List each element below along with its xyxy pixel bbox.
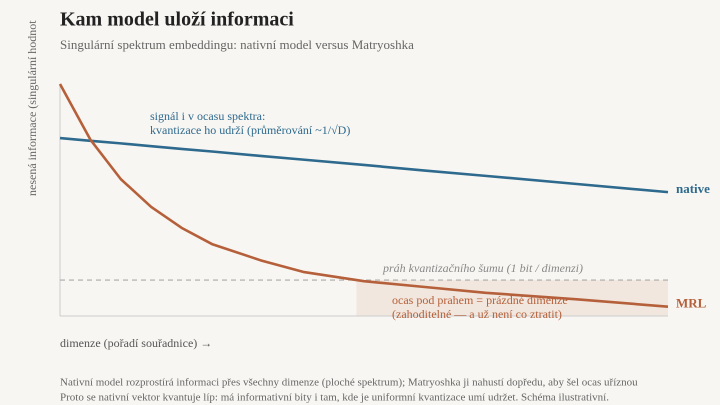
annotation: ocas pod prahem = prázdné dimenze [392,293,568,307]
annotation: kvantizace ho udrží (průměrování ~1/√D) [150,123,350,137]
chart-subtitle: Singulární spektrum embeddingu: nativní … [60,37,414,52]
series-line [58,83,669,309]
series-line [59,136,669,194]
x-axis-label: dimenze (pořadí souřadnice) → [60,336,212,350]
legend-label: MRL [676,296,707,311]
caption: Nativní model rozprostírá informaci přes… [60,377,638,389]
annotation: (zahoditelné — a už není co ztratit) [392,307,562,321]
caption: Proto se nativní vektor kvantuje líp: má… [60,392,609,404]
annotation: signál i v ocasu spektra: [150,109,265,123]
legend-label: native [676,181,710,196]
threshold-label: práh kvantizačního šumu (1 bit / dimenzi… [382,261,583,275]
chart-title: Kam model uloží informaci [60,9,294,31]
y-axis-label: nesená informace (singulární hodnot [25,20,39,196]
